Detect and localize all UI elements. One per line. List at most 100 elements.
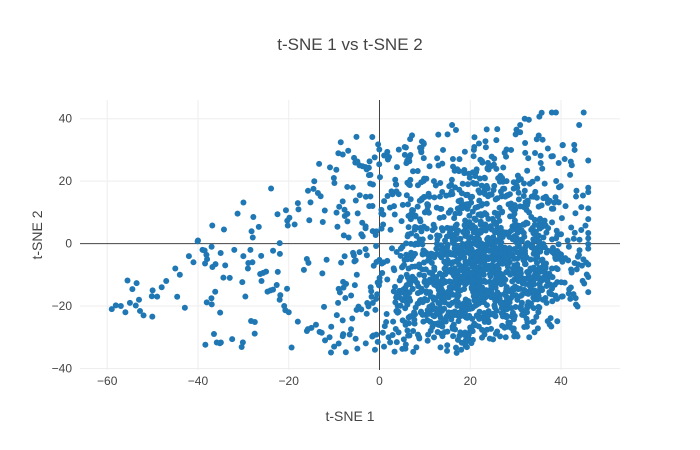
scatter-point (341, 206, 348, 213)
scatter-point (469, 258, 476, 265)
scatter-point (367, 193, 374, 200)
scatter-point (493, 249, 500, 256)
scatter-point (440, 318, 447, 325)
scatter-point (487, 253, 494, 260)
scatter-point (580, 256, 587, 263)
scatter-point (304, 187, 311, 194)
scatter-point (481, 190, 488, 197)
scatter-point (411, 309, 418, 316)
y-tick-labels: −40 −20 0 20 40 (52, 112, 73, 376)
scatter-point (330, 174, 337, 181)
scatter-point (339, 333, 346, 340)
scatter-point (537, 152, 544, 159)
y-tick-label: −40 (52, 361, 73, 375)
scatter-point (498, 281, 505, 288)
scatter-point (459, 180, 466, 187)
scatter-point (404, 201, 411, 208)
scatter-point (383, 310, 390, 317)
scatter-point (398, 218, 405, 225)
scatter-point (342, 295, 349, 302)
scatter-point (344, 218, 351, 225)
scatter-point (539, 136, 546, 143)
scatter-point (353, 133, 360, 140)
scatter-point (112, 302, 119, 309)
scatter-point (388, 245, 395, 252)
scatter-point (431, 264, 438, 271)
scatter-point (300, 266, 307, 273)
scatter-point (553, 227, 560, 234)
scatter-point (342, 349, 349, 356)
scatter-point (212, 288, 219, 295)
scatter-point (390, 265, 397, 272)
scatter-point (464, 233, 471, 240)
scatter-point (402, 321, 409, 328)
scatter-point (495, 265, 502, 272)
scatter-point (295, 206, 302, 213)
scatter-point (482, 144, 489, 151)
scatter-point (133, 280, 140, 287)
scatter-point (366, 158, 373, 165)
scatter-point (480, 315, 487, 322)
scatter-point (352, 257, 359, 264)
scatter-point (328, 323, 335, 330)
scatter-point (439, 333, 446, 340)
scatter-point (554, 232, 561, 239)
scatter-point (547, 281, 554, 288)
scatter-point (416, 271, 423, 278)
scatter-point (239, 339, 246, 346)
scatter-point (306, 217, 313, 224)
scatter-point (480, 225, 487, 232)
scatter-point (349, 315, 356, 322)
scatter-point (464, 239, 471, 246)
scatter-point (405, 181, 412, 188)
scatter-point (346, 331, 353, 338)
scatter-point (402, 305, 409, 312)
scatter-point (501, 291, 508, 298)
scatter-point (526, 282, 533, 289)
scatter-point (511, 246, 518, 253)
scatter-point (395, 191, 402, 198)
scatter-point (310, 185, 317, 192)
scatter-point (529, 224, 536, 231)
scatter-point (172, 265, 179, 272)
scatter-point (410, 328, 417, 335)
scatter-point (536, 113, 543, 120)
scatter-point (496, 231, 503, 238)
scatter-point (506, 251, 513, 258)
scatter-point (509, 292, 516, 299)
scatter-point (244, 265, 251, 272)
scatter-point (354, 345, 361, 352)
scatter-point (413, 344, 420, 351)
scatter-point (546, 197, 553, 204)
scatter-point (548, 153, 555, 160)
scatter-point (416, 261, 423, 268)
scatter-point (466, 219, 473, 226)
scatter-point (251, 318, 258, 325)
scatter-point (468, 340, 475, 347)
scatter-point (453, 242, 460, 249)
scatter-point (585, 245, 592, 252)
scatter-point (512, 131, 519, 138)
scatter-point (465, 170, 472, 177)
scatter-point (370, 332, 377, 339)
scatter-point (393, 339, 400, 346)
scatter-point (399, 345, 406, 352)
scatter-point (409, 263, 416, 270)
scatter-point (461, 227, 468, 234)
scatter-point (531, 329, 538, 336)
scatter-point (190, 259, 197, 266)
scatter-point (433, 245, 440, 252)
scatter-point (470, 153, 477, 160)
scatter-point (333, 166, 340, 173)
scatter-point (549, 219, 556, 226)
scatter-point (521, 187, 528, 194)
scatter-point (446, 278, 453, 285)
scatter-point (448, 188, 455, 195)
scatter-point (514, 296, 521, 303)
y-axis-title: t-SNE 2 (29, 210, 45, 259)
scatter-point (573, 187, 580, 194)
scatter-point (420, 140, 427, 147)
scatter-point (585, 261, 592, 268)
scatter-point (480, 250, 487, 257)
scatter-point (452, 258, 459, 265)
